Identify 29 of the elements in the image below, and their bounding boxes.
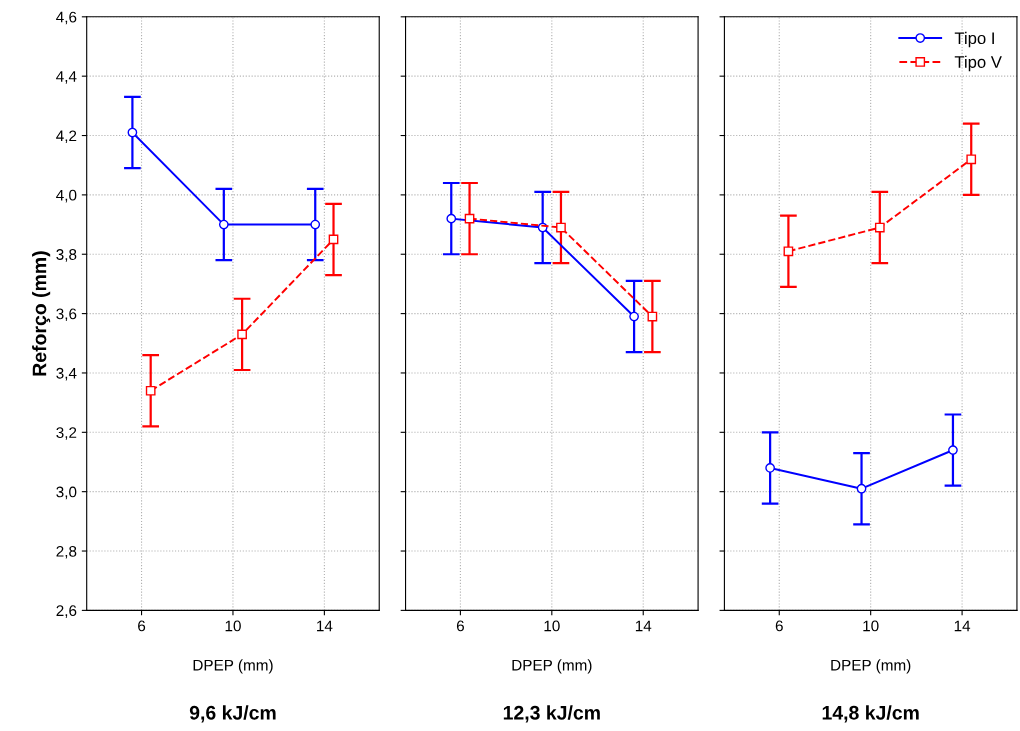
y-tick-label: 4,6 <box>56 11 77 25</box>
legend-label: Tipo V <box>954 55 1002 72</box>
x-tick-label: 6 <box>138 620 146 632</box>
y-tick-label: 2,6 <box>56 605 77 618</box>
y-axis-title: Reforço (mm) <box>32 251 51 376</box>
y-tick-label: 4,4 <box>56 71 77 84</box>
y-tick-label: 4,2 <box>56 130 77 144</box>
x-axis-title: DPEP (mm) <box>512 659 592 674</box>
x-axis-title: DPEP (mm) <box>831 659 911 674</box>
y-tick-label: 3,2 <box>56 427 77 440</box>
y-tick-label: 3,6 <box>56 308 77 322</box>
x-tick-label: 14 <box>317 620 333 632</box>
x-tick-label: 10 <box>863 620 879 632</box>
y-tick-label: 3,0 <box>56 486 77 500</box>
x-tick-label: 10 <box>225 620 241 632</box>
x-tick-label: 14 <box>635 620 652 632</box>
y-tick-label: 3,8 <box>56 249 77 262</box>
x-axis-title: DPEP (mm) <box>193 659 273 674</box>
legend-label: Tipo I <box>954 31 994 48</box>
x-tick-label: 6 <box>775 620 783 632</box>
y-tick-label: 2,8 <box>56 545 77 559</box>
text: 12,3 kJ/cm <box>503 705 600 723</box>
y-tick-label: 3,4 <box>56 367 77 381</box>
text: 9,6 kJ/cm <box>189 705 276 723</box>
x-tick-label: 6 <box>456 620 464 632</box>
x-tick-label: 10 <box>544 620 560 632</box>
x-tick-label: 14 <box>954 620 971 632</box>
text: 14,8 kJ/cm <box>822 705 919 723</box>
y-tick-label: 4,0 <box>56 189 77 203</box>
